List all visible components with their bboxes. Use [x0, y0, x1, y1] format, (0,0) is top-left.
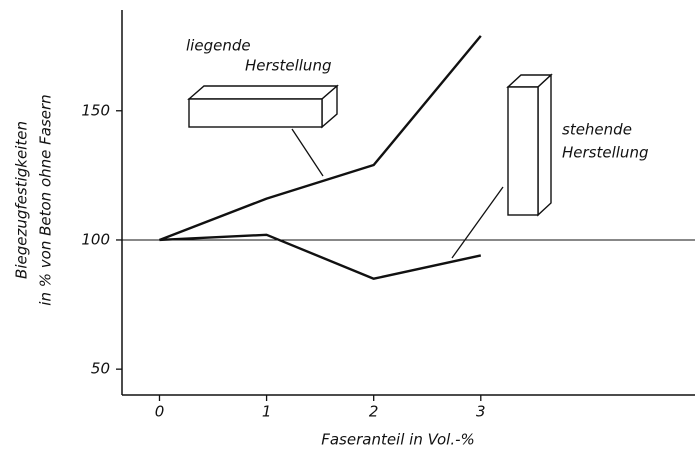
x-tick-label: 2 [369, 403, 379, 421]
y-axis-label: in % von Beton ohne Fasern [37, 94, 55, 305]
x-tick-label: 0 [155, 403, 165, 421]
annotation: Herstellung [245, 57, 331, 75]
y-tick-label: 100 [81, 230, 110, 248]
x-tick-label: 3 [476, 403, 486, 421]
x-tick-label: 1 [262, 403, 272, 421]
x-axis-label: Faseranteil in Vol.-% [321, 431, 475, 449]
chart: liegende Herstellung stehende Herstellun… [0, 0, 698, 456]
box-lying [189, 86, 337, 127]
y-tick-label: 50 [91, 360, 110, 378]
annotation: liegende [186, 37, 251, 55]
leader-line [452, 187, 503, 258]
box-standing [508, 75, 551, 215]
y-axis-label: Biegezugfestigkeiten [13, 121, 31, 279]
series-line [159, 235, 480, 279]
y-tick-label: 150 [81, 101, 110, 119]
leader-line [292, 129, 323, 176]
annotation: stehende [562, 121, 632, 139]
annotation: Herstellung [562, 144, 648, 162]
